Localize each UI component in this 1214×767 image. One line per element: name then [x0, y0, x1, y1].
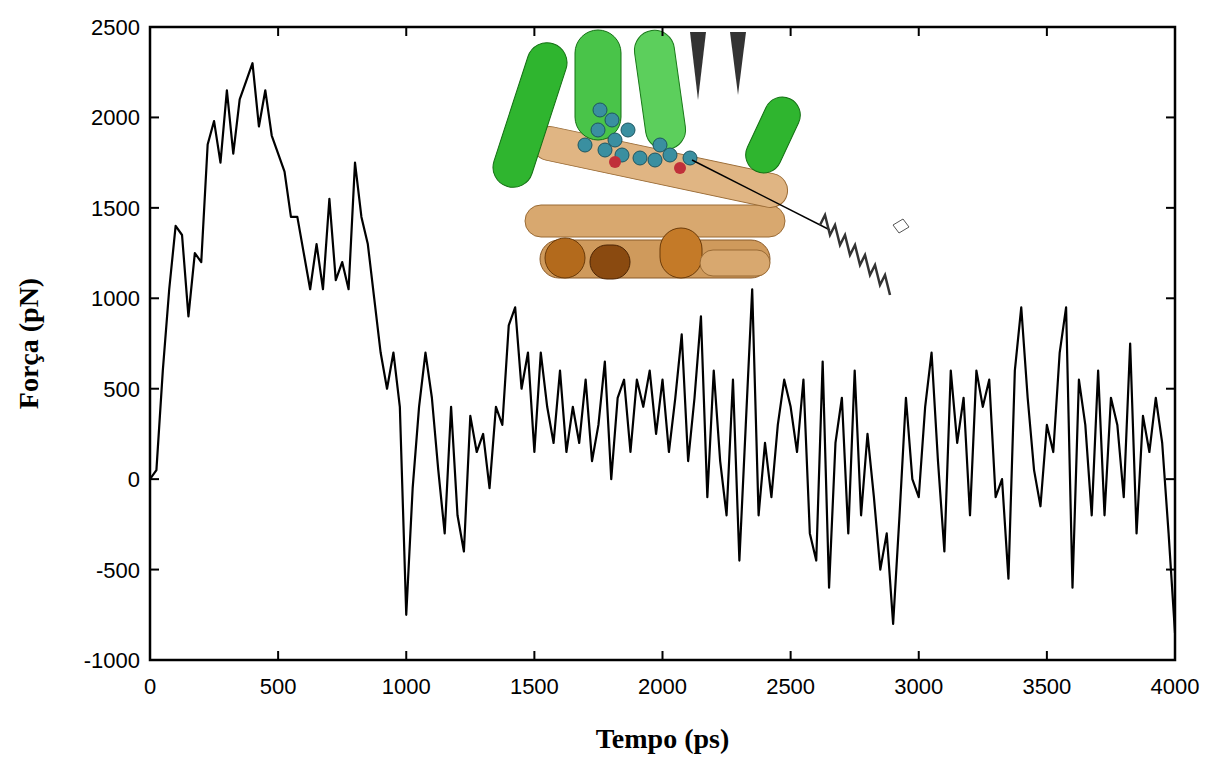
- helix: [575, 30, 621, 140]
- x-tick-label: 4000: [1151, 674, 1200, 699]
- helix: [525, 205, 785, 237]
- atom: [674, 162, 686, 174]
- x-tick: [1046, 651, 1048, 660]
- x-tick: [662, 651, 664, 660]
- atom: [578, 138, 592, 152]
- x-tick-top: [790, 27, 792, 36]
- x-tick: [1174, 651, 1176, 660]
- y-tick-right: [1166, 116, 1175, 118]
- y-tick-label: -500: [96, 558, 140, 583]
- atom: [621, 123, 635, 137]
- y-tick-right: [1166, 297, 1175, 299]
- inset-structure: [488, 28, 909, 295]
- x-tick-top: [405, 27, 407, 36]
- atom: [633, 151, 647, 165]
- spring: [820, 215, 890, 295]
- x-tick-top: [533, 27, 535, 36]
- y-tick-label: 0: [128, 467, 140, 492]
- atom: [683, 151, 697, 165]
- y-tick: [150, 26, 159, 28]
- y-tick-right: [1166, 207, 1175, 209]
- helix-body: [632, 28, 688, 152]
- y-tick-right: [1166, 26, 1175, 28]
- helix-body: [590, 245, 630, 279]
- atom: [648, 153, 662, 167]
- y-axis-title: Força (pN): [13, 278, 44, 409]
- x-tick-top: [918, 27, 920, 36]
- helix-body: [525, 205, 785, 237]
- x-axis-title: Tempo (ps): [596, 723, 730, 754]
- helix-body: [545, 238, 585, 278]
- frame: [150, 27, 1175, 660]
- helix-body: [488, 37, 572, 192]
- x-tick-label: 3000: [894, 674, 943, 699]
- y-tick-right: [1166, 388, 1175, 390]
- atom: [609, 156, 621, 168]
- x-tick-label: 2500: [766, 674, 815, 699]
- x-tick-top: [1174, 27, 1176, 36]
- strand: [690, 32, 706, 100]
- strand: [730, 32, 746, 95]
- y-tick-label: 1500: [91, 196, 140, 221]
- x-tick-label: 2000: [638, 674, 687, 699]
- atom: [593, 103, 607, 117]
- x-tick-label: 3500: [1022, 674, 1071, 699]
- atom: [598, 143, 612, 157]
- helix: [700, 250, 770, 276]
- atom: [653, 138, 667, 152]
- y-tick: [150, 388, 159, 390]
- x-tick-label: 0: [144, 674, 156, 699]
- x-tick-label: 1500: [510, 674, 559, 699]
- y-tick: [150, 116, 159, 118]
- plot-area: [150, 63, 1175, 633]
- x-tick-top: [1046, 27, 1048, 36]
- helix-body: [740, 91, 806, 179]
- y-tick-label: 500: [103, 377, 140, 402]
- helix: [632, 28, 688, 152]
- x-tick-label: 1000: [382, 674, 431, 699]
- helix-body: [700, 250, 770, 276]
- x-tick: [918, 651, 920, 660]
- x-tick: [790, 651, 792, 660]
- x-tick-label: 500: [260, 674, 297, 699]
- y-tick: [150, 297, 159, 299]
- x-tick: [277, 651, 279, 660]
- x-tick: [405, 651, 407, 660]
- helix-body: [575, 30, 621, 140]
- y-tick-label: 2000: [91, 105, 140, 130]
- x-tick: [533, 651, 535, 660]
- x-tick-top: [662, 27, 664, 36]
- pull-line: [692, 160, 830, 230]
- x-tick-top: [149, 27, 151, 36]
- spring-end: [893, 219, 909, 233]
- atom: [605, 113, 619, 127]
- y-tick: [150, 569, 159, 571]
- helix: [590, 245, 630, 279]
- y-tick-label: 2500: [91, 15, 140, 40]
- y-tick-label: 1000: [91, 286, 140, 311]
- atom: [591, 123, 605, 137]
- y-tick: [150, 478, 159, 480]
- y-tick: [150, 207, 159, 209]
- chart: 0 500 1000 1500 2000 2500 3000 3500 4000 -1000 -50…: [0, 0, 1214, 767]
- y-tick-right: [1166, 659, 1175, 661]
- y-tick-label: -1000: [84, 648, 140, 673]
- background: [0, 0, 1214, 767]
- y-tick-right: [1166, 569, 1175, 571]
- helix: [660, 228, 702, 278]
- x-tick: [149, 651, 151, 660]
- x-tick-top: [277, 27, 279, 36]
- helix: [488, 37, 572, 192]
- helix-body: [660, 228, 702, 278]
- force-line: [150, 63, 1175, 633]
- helix: [740, 91, 806, 179]
- helix: [545, 238, 585, 278]
- y-tick: [150, 659, 159, 661]
- y-tick-right: [1166, 478, 1175, 480]
